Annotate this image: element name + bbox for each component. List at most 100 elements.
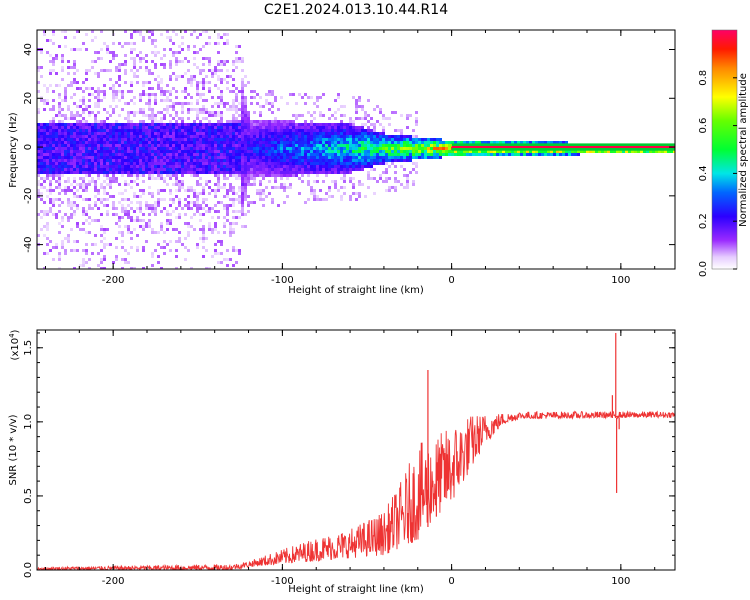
- heatmap-cell: [247, 132, 250, 135]
- heatmap-cell: [376, 120, 379, 123]
- heatmap-cell: [214, 195, 217, 198]
- heatmap-cell: [64, 147, 67, 150]
- heatmap-cell: [106, 192, 109, 195]
- heatmap-cell: [67, 84, 70, 87]
- heatmap-cell: [277, 168, 280, 171]
- heatmap-cell: [55, 129, 58, 132]
- heatmap-cell: [505, 153, 508, 156]
- heatmap-cell: [40, 210, 43, 213]
- heatmap-cell: [349, 150, 352, 153]
- heatmap-cell: [202, 129, 205, 132]
- heatmap-cell: [178, 216, 181, 219]
- heatmap-cell: [169, 198, 172, 201]
- heatmap-cell: [46, 228, 49, 231]
- heatmap-cell: [181, 138, 184, 141]
- heatmap-cell: [205, 204, 208, 207]
- heatmap-cell: [115, 168, 118, 171]
- heatmap-cell: [304, 129, 307, 132]
- heatmap-cell: [241, 126, 244, 129]
- heatmap-cell: [88, 129, 91, 132]
- heatmap-cell: [217, 261, 220, 264]
- heatmap-cell: [157, 177, 160, 180]
- heatmap-cell: [235, 120, 238, 123]
- heatmap-cell: [172, 198, 175, 201]
- heatmap-cell: [172, 228, 175, 231]
- heatmap-cell: [616, 150, 619, 153]
- heatmap-cell: [103, 156, 106, 159]
- heatmap-cell: [154, 204, 157, 207]
- heatmap-cell: [40, 132, 43, 135]
- heatmap-cell: [169, 249, 172, 252]
- heatmap-cell: [55, 162, 58, 165]
- heatmap-cell: [46, 171, 49, 174]
- heatmap-cell: [85, 105, 88, 108]
- heatmap-cell: [106, 204, 109, 207]
- heatmap-cell: [43, 138, 46, 141]
- heatmap-cell: [238, 123, 241, 126]
- heatmap-cell: [142, 93, 145, 96]
- heatmap-cell: [217, 132, 220, 135]
- heatmap-cell: [289, 165, 292, 168]
- heatmap-cell: [115, 177, 118, 180]
- heatmap-cell: [46, 135, 49, 138]
- heatmap-cell: [202, 237, 205, 240]
- heatmap-cell: [280, 96, 283, 99]
- heatmap-cell: [139, 132, 142, 135]
- heatmap-cell: [286, 120, 289, 123]
- heatmap-cell: [160, 93, 163, 96]
- heatmap-cell: [178, 186, 181, 189]
- heatmap-cell: [37, 81, 40, 84]
- heatmap-cell: [169, 189, 172, 192]
- heatmap-cell: [196, 135, 199, 138]
- heatmap-cell: [136, 234, 139, 237]
- heatmap-cell: [220, 111, 223, 114]
- heatmap-cell: [373, 129, 376, 132]
- heatmap-cell: [37, 90, 40, 93]
- heatmap-cell: [97, 120, 100, 123]
- heatmap-cell: [496, 150, 499, 153]
- heatmap-cell: [394, 129, 397, 132]
- heatmap-cell: [49, 129, 52, 132]
- heatmap-cell: [358, 150, 361, 153]
- heatmap-cell: [301, 129, 304, 132]
- heatmap-cell: [277, 165, 280, 168]
- heatmap-cell: [334, 168, 337, 171]
- heatmap-cell: [163, 138, 166, 141]
- heatmap-cell: [151, 252, 154, 255]
- heatmap-cell: [184, 138, 187, 141]
- heatmap-cell: [115, 93, 118, 96]
- heatmap-cell: [382, 126, 385, 129]
- heatmap-cell: [97, 51, 100, 54]
- heatmap-cell: [331, 156, 334, 159]
- heatmap-cell: [133, 129, 136, 132]
- heatmap-cell: [241, 93, 244, 96]
- heatmap-cell: [163, 246, 166, 249]
- heatmap-cell: [226, 141, 229, 144]
- heatmap-cell: [247, 156, 250, 159]
- heatmap-cell: [373, 135, 376, 138]
- heatmap-cell: [64, 141, 67, 144]
- heatmap-cell: [61, 123, 64, 126]
- heatmap-cell: [94, 120, 97, 123]
- heatmap-cell: [127, 138, 130, 141]
- heatmap-cell: [76, 138, 79, 141]
- heatmap-cell: [61, 225, 64, 228]
- heatmap-cell: [73, 93, 76, 96]
- heatmap-cell: [214, 123, 217, 126]
- heatmap-cell: [253, 96, 256, 99]
- heatmap-cell: [244, 129, 247, 132]
- heatmap-cell: [139, 168, 142, 171]
- heatmap-cell: [205, 150, 208, 153]
- heatmap-cell: [193, 30, 196, 33]
- heatmap-cell: [394, 189, 397, 192]
- heatmap-cell: [475, 141, 478, 144]
- heatmap-cell: [229, 135, 232, 138]
- heatmap-cell: [61, 126, 64, 129]
- heatmap-cell: [316, 159, 319, 162]
- heatmap-cell: [103, 231, 106, 234]
- heatmap-cell: [292, 168, 295, 171]
- heatmap-cell: [322, 198, 325, 201]
- heatmap-cell: [85, 126, 88, 129]
- heatmap-cell: [241, 174, 244, 177]
- heatmap-cell: [58, 93, 61, 96]
